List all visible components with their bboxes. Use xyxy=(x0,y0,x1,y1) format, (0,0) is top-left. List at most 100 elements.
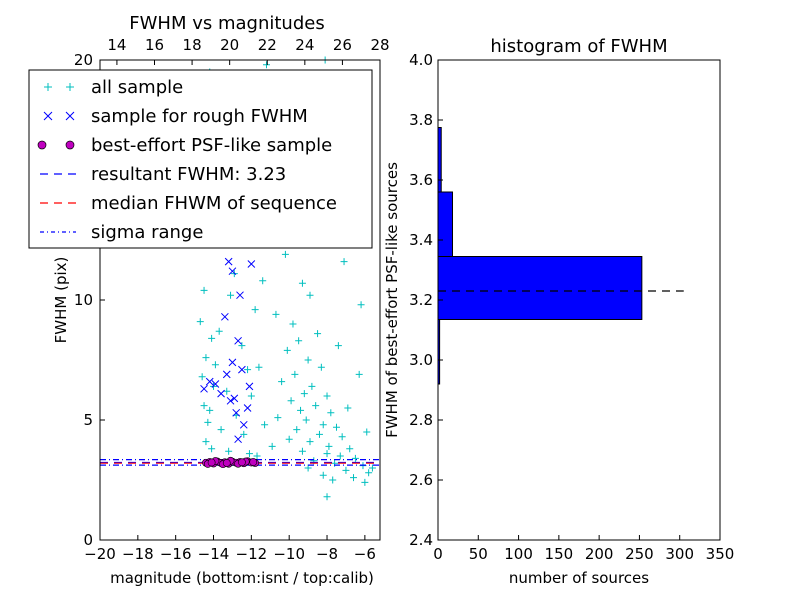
all-sample-point xyxy=(202,354,210,362)
left-plot-ticks: −20 −18 −16 −14 −12 −10 −8 −6 0 5 10 20 14 16 18 20 22 24… xyxy=(74,36,390,563)
all-sample-point xyxy=(206,406,214,414)
rough-sample-point xyxy=(243,404,252,412)
top-x-tick-label: 18 xyxy=(183,36,202,54)
all-sample-point xyxy=(361,478,369,486)
right-y-tick-label: 3.2 xyxy=(409,291,433,309)
legend-entry: sample for rough FWHM xyxy=(43,106,308,127)
all-sample-point xyxy=(253,452,261,460)
rough-sample-point xyxy=(224,257,233,266)
all-sample-point xyxy=(208,445,216,453)
all-sample-point xyxy=(211,361,219,369)
all-sample-point xyxy=(200,286,208,294)
right-y-axis-label: FWHM of best-effort PSF-like sources xyxy=(383,162,401,438)
all-sample-point xyxy=(329,476,337,484)
all-sample-point xyxy=(262,61,270,69)
legend-label: sigma range xyxy=(91,222,203,243)
right-y-tick-label: 4.0 xyxy=(409,51,433,69)
rough-sample-point xyxy=(239,420,248,429)
right-x-tick-label: 100 xyxy=(504,545,533,563)
all-sample-point xyxy=(327,409,335,417)
legend-circle-marker xyxy=(37,140,47,150)
best-effort-point xyxy=(237,458,246,467)
legend-entry: median FHWM of sequence xyxy=(40,193,337,214)
all-sample-point xyxy=(332,423,340,431)
legend-x-marker xyxy=(65,111,75,121)
top-x-tick-label: 16 xyxy=(145,36,164,54)
all-sample-point xyxy=(225,447,233,455)
best-effort-point xyxy=(222,459,231,467)
left-y-tick-label: 10 xyxy=(74,291,93,309)
all-sample-point xyxy=(208,334,216,342)
all-sample-point xyxy=(204,418,212,426)
right-y-tick-label: 3.4 xyxy=(409,231,433,249)
all-sample-point xyxy=(259,277,267,285)
rough-sample-point xyxy=(230,394,239,403)
all-sample-point xyxy=(244,366,252,374)
all-sample-point xyxy=(261,421,269,429)
all-sample-point xyxy=(306,291,314,299)
all-sample-point xyxy=(251,306,259,314)
legend-plus-marker xyxy=(44,83,52,91)
all-sample-point xyxy=(302,416,310,424)
all-sample-point xyxy=(312,402,320,410)
right-x-tick-label: 250 xyxy=(625,545,654,563)
all-sample-point xyxy=(346,445,354,453)
histogram-bar xyxy=(437,256,643,320)
right-x-tick-label: 200 xyxy=(585,545,614,563)
rough-sample-point xyxy=(247,260,256,268)
all-sample-point xyxy=(323,493,331,501)
all-sample-point xyxy=(351,454,359,462)
left-plot-title: FWHM vs magnitudes xyxy=(129,13,324,34)
legend-plus-marker xyxy=(66,83,74,91)
all-sample-point xyxy=(297,406,305,414)
all-sample-point xyxy=(274,414,282,422)
all-sample-point xyxy=(319,421,327,429)
all-sample-point xyxy=(363,428,371,436)
left-plot: −20 −18 −16 −14 −12 −10 −8 −6 0 5 10 20 14 16 18 20 22 24… xyxy=(28,13,390,587)
left-x-tick-label: −8 xyxy=(316,545,338,563)
all-sample-point xyxy=(268,442,276,450)
all-sample-point xyxy=(272,310,280,318)
legend-entry: resultant FWHM: 3.23 xyxy=(40,164,286,185)
legend-label: all sample xyxy=(91,77,183,98)
rough-sample-point xyxy=(234,336,242,345)
left-y-tick-label: 5 xyxy=(83,411,93,429)
all-sample-point xyxy=(291,370,299,378)
legend-entry: all sample xyxy=(44,77,183,98)
legend-circle-marker xyxy=(65,140,75,150)
legend-label: median FHWM of sequence xyxy=(91,193,337,214)
all-sample-point xyxy=(227,291,235,299)
right-y-tick-label: 2.4 xyxy=(409,531,433,549)
all-sample-point xyxy=(323,450,331,458)
right-y-tick-label: 3.0 xyxy=(409,351,433,369)
left-y-axis-label: FWHM (pix) xyxy=(52,257,70,344)
best-effort-point xyxy=(207,458,216,467)
rough-sample-point xyxy=(228,358,237,367)
right-x-axis-label: number of sources xyxy=(509,569,649,587)
legend-frame xyxy=(28,69,373,249)
all-sample-point xyxy=(238,342,246,350)
all-sample-point xyxy=(198,373,206,381)
right-y-tick-label: 3.8 xyxy=(409,111,433,129)
all-sample-point xyxy=(344,404,352,412)
all-sample-point xyxy=(247,392,255,400)
all-sample-point xyxy=(240,430,248,438)
left-x-tick-label: −6 xyxy=(354,545,376,563)
left-y-tick-label: 0 xyxy=(83,531,93,549)
all-sample-point xyxy=(215,327,223,335)
legend-entry: sigma range xyxy=(40,222,203,243)
rough-sample-point xyxy=(234,435,242,444)
legend-label: best-effort PSF-like sample xyxy=(91,135,332,156)
legend-label: resultant FWHM: 3.23 xyxy=(91,164,286,185)
all-sample-point xyxy=(255,363,263,371)
legend-x-marker xyxy=(43,111,53,121)
legend-entry: best-effort PSF-like sample xyxy=(37,135,332,156)
all-sample-point xyxy=(306,438,314,446)
left-x-tick-label: −14 xyxy=(198,545,230,563)
all-sample-point xyxy=(289,320,297,328)
legend: all sample sample for rough FWHM best-effo… xyxy=(28,69,373,249)
legend-rows: all sample sample for rough FWHM best-effo… xyxy=(37,77,337,243)
all-sample-point xyxy=(342,466,350,474)
right-y-tick-label: 3.6 xyxy=(409,171,433,189)
